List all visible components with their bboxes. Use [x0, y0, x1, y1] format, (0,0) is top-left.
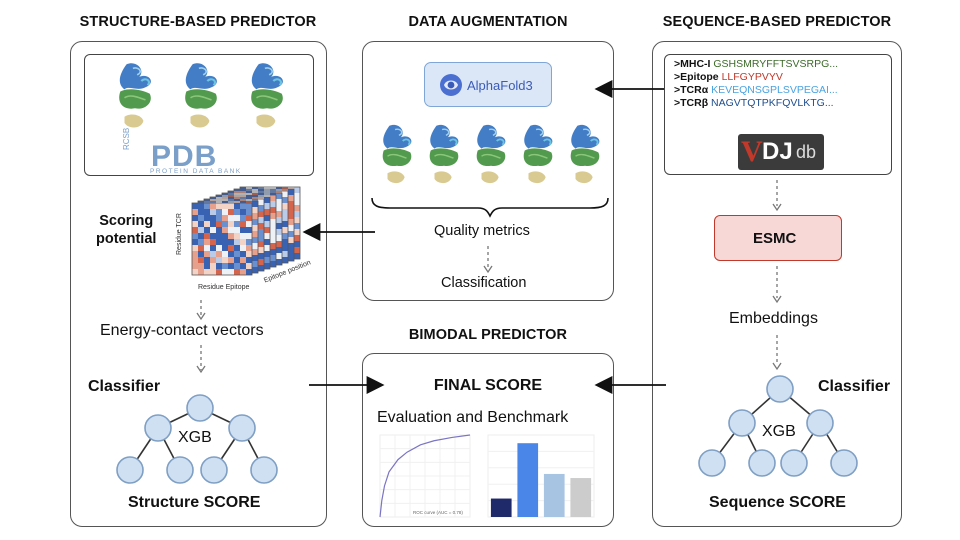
vdjdb-to-esmc-arrow [772, 180, 782, 212]
heatmap-to-energy-arrow [196, 300, 206, 321]
mhc-value: GSHSMRYFFTSVSRPG... [713, 58, 839, 70]
bimodal-section-title: BIMODAL PREDICTOR [408, 327, 568, 343]
pdb-protein-structures [119, 63, 283, 128]
sequence-score-label: Sequence SCORE [709, 494, 846, 511]
esmc-to-embeddings-arrow [772, 266, 782, 304]
sequence-section-title: SEQUENCE-BASED PREDICTOR [662, 14, 892, 30]
benchmark-bar [517, 443, 539, 517]
vdjdb-logo-v: V [741, 135, 763, 168]
tcra-sequence-line: >TCRα KEVEQNSGPLSVPEGAI... [674, 84, 838, 96]
tree-node [766, 375, 794, 403]
structure-xgb-label: XGB [178, 429, 212, 446]
structure-classifier-label: Classifier [88, 378, 161, 395]
mhc-key: >MHC-I [674, 58, 711, 70]
benchmark-bar [570, 478, 592, 517]
predicted-structure [382, 124, 412, 184]
tree-node [250, 456, 278, 484]
benchmark-bar [543, 473, 565, 517]
esmc-label: ESMC [753, 230, 797, 247]
quality-metrics-brace [371, 197, 609, 218]
evaluation-benchmark-label: Evaluation and Benchmark [377, 409, 569, 426]
tree-node [166, 456, 194, 484]
structure-xgb-tree [116, 394, 278, 484]
augmentation-section-title: DATA AUGMENTATION [408, 14, 568, 30]
mhc-sequence-line: >MHC-I GSHSMRYFFTSVSRPG... [674, 58, 838, 70]
tcrb-sequence-line: >TCRβ NAGVTQTPKFQVLKTG... [674, 97, 834, 109]
tree-node [780, 449, 808, 477]
energy-contact-vectors-label: Energy-contact vectors [100, 322, 264, 339]
tcra-key: >TCRα [674, 84, 709, 96]
tree-node [200, 456, 228, 484]
alphafold-logo-icon [440, 74, 462, 96]
quality-to-classification-arrow [483, 246, 493, 274]
scoring-potential-heatmap-stack [191, 186, 301, 276]
final-score-label: FINAL SCORE [433, 377, 543, 394]
sequence-xgb-tree [698, 375, 858, 477]
tcrb-key: >TCRβ [674, 97, 709, 109]
vdjdb-logo: V DJ db [738, 134, 824, 170]
energy-to-classifier-arrow [196, 345, 206, 374]
tree-node [728, 409, 756, 437]
tree-node [144, 414, 172, 442]
roc-curve-chart [379, 434, 471, 518]
predicted-structure [570, 124, 600, 184]
tree-node [116, 456, 144, 484]
tree-node [186, 394, 214, 422]
quality-metrics-label: Quality metrics [434, 223, 530, 239]
scoring-potential-label: Scoring potential [96, 213, 157, 247]
structure-score-label: Structure SCORE [128, 494, 261, 511]
predicted-structure [523, 124, 553, 184]
vdjdb-logo-db: db [796, 142, 817, 162]
tree-node [748, 449, 776, 477]
esmc-box [714, 215, 842, 261]
sequence-xgb-label: XGB [762, 423, 796, 440]
predicted-structure [429, 124, 459, 184]
tree-node [698, 449, 726, 477]
epitope-sequence-line: >Epitope LLFGYPVYV [674, 71, 783, 83]
benchmark-bar [490, 498, 512, 517]
tcra-value: KEVEQNSGPLSVPEGAI... [711, 84, 838, 96]
heatmap-x-axis-label: Residue Epitope [198, 284, 250, 291]
alphafold-predicted-structures [382, 124, 600, 184]
tree-node [830, 449, 858, 477]
epitope-key: >Epitope [674, 71, 719, 83]
pdb-logo-caption: PROTEIN DATA BANK [150, 168, 242, 175]
embeddings-label: Embeddings [729, 310, 818, 327]
alphafold3-label: AlphaFold3 [467, 78, 533, 93]
epitope-value: LLFGYPVYV [721, 71, 783, 83]
tree-node [228, 414, 256, 442]
tree-node [806, 409, 834, 437]
roc-curve-line [379, 434, 471, 518]
structure-section-title: STRUCTURE-BASED PREDICTOR [79, 14, 317, 30]
pdb-logo-text: PDB [151, 140, 218, 173]
predicted-structure [476, 124, 506, 184]
heatmap-layer [191, 202, 253, 276]
vdjdb-logo-dj: DJ [762, 138, 793, 165]
embeddings-to-classifier-arrow [772, 335, 782, 371]
benchmark-bar-chart [487, 434, 595, 518]
classification-label: Classification [441, 275, 527, 291]
roc-legend-label: ROC curve (AUC = 0.78) [413, 510, 463, 515]
tcrb-value: NAGVTQTPKFQVLKTG... [711, 97, 834, 109]
sequence-classifier-label: Classifier [818, 378, 891, 395]
